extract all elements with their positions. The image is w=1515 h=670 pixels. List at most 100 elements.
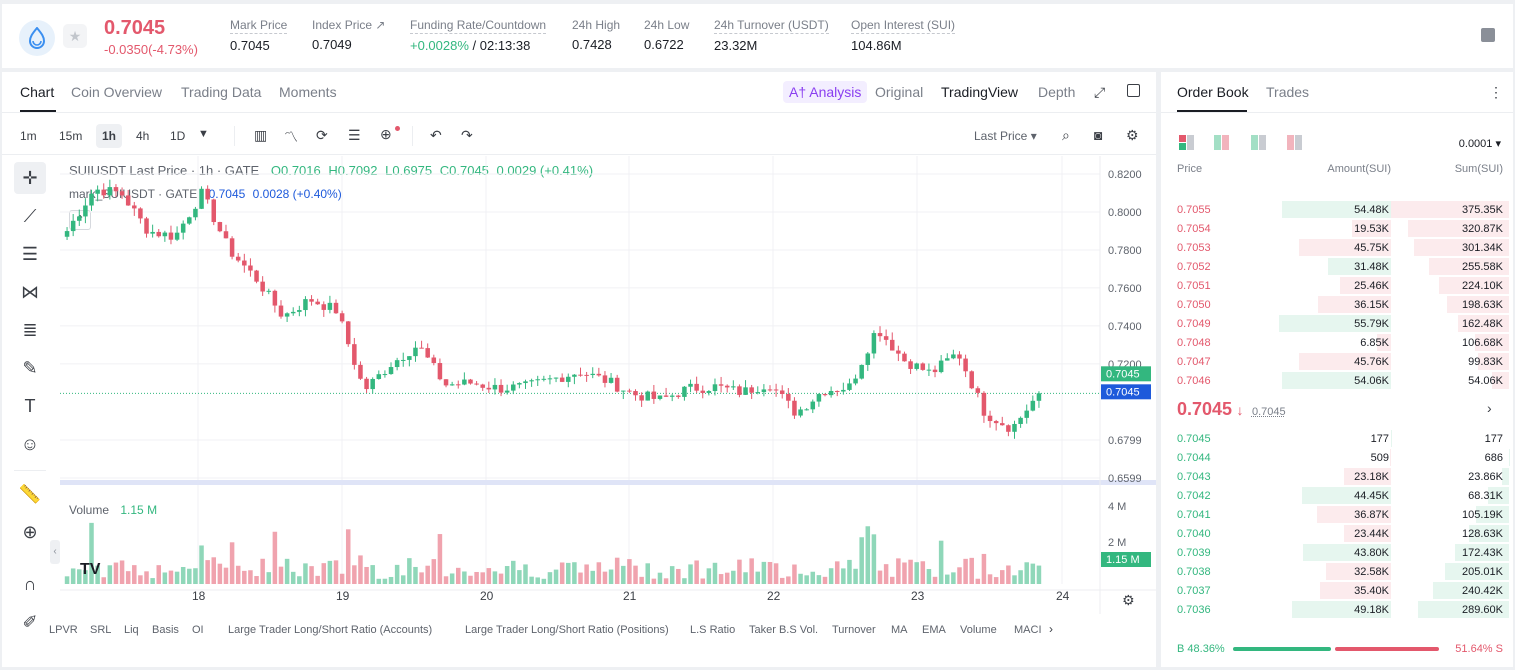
price-type-select[interactable]: Last Price ▾: [974, 129, 1037, 143]
tab-order-book[interactable]: Order Book: [1177, 84, 1249, 100]
analysis-button[interactable]: A† Analysis: [783, 81, 868, 103]
indicator-taker-b-s-vol-[interactable]: Taker B.S Vol.: [749, 624, 819, 636]
candle-type-icon[interactable]: ▥: [254, 127, 268, 143]
more-menu-icon[interactable]: ⋮: [1489, 84, 1503, 100]
indicator-large-trader-long-short-ratio-accounts-[interactable]: Large Trader Long/Short Ratio (Accounts): [228, 624, 433, 636]
indicator-ema[interactable]: EMA: [922, 624, 946, 636]
timeframe-1h[interactable]: 1h: [96, 124, 123, 148]
window-icon[interactable]: [1127, 84, 1140, 97]
templates-icon[interactable]: ☰: [348, 127, 361, 143]
precision-select[interactable]: 0.0001 ▾: [1458, 138, 1501, 150]
ruler-tool-icon[interactable]: 📏: [18, 483, 42, 504]
scroll-indicators-icon[interactable]: ›: [1049, 622, 1053, 636]
tab-trading-data[interactable]: Trading Data: [181, 84, 262, 100]
add-indicator-icon[interactable]: ⊕: [380, 126, 392, 142]
ask-row[interactable]: 0.7049 55.79K 162.48K: [1161, 314, 1513, 333]
collapse-toolbar-handle[interactable]: ‹: [50, 540, 60, 564]
bid-row[interactable]: 0.7039 43.80K 172.43K: [1161, 543, 1513, 562]
guide-book-icon[interactable]: [1481, 28, 1495, 42]
mid-price-row[interactable]: 0.7045 ↓ 0.7045: [1177, 399, 1286, 420]
chevron-right-icon[interactable]: ›: [1487, 400, 1492, 416]
expand-icon[interactable]: ⤢: [1094, 84, 1106, 100]
brush-tool-icon[interactable]: ✎: [22, 357, 38, 378]
indicator-turnover[interactable]: Turnover: [832, 624, 876, 636]
price-tick-label: 0.6599: [1108, 473, 1142, 485]
layout-bids-only-icon[interactable]: [1251, 135, 1267, 150]
candlestick-chart[interactable]: 0.82000.80000.78000.76000.74000.72000.67…: [60, 156, 1156, 614]
funding-rate-stat[interactable]: Funding Rate/Countdown +0.0028% / 02:13:…: [410, 18, 547, 53]
pane-separator: [60, 480, 1156, 485]
tab-chart[interactable]: Chart: [20, 84, 55, 100]
indicator-oi[interactable]: OI: [192, 624, 204, 636]
ask-row[interactable]: 0.7052 31.48K 255.58K: [1161, 257, 1513, 276]
ask-row[interactable]: 0.7046 54.06K 54.06K: [1161, 371, 1513, 390]
favorite-star-icon[interactable]: ★: [63, 24, 87, 48]
view-depth[interactable]: Depth: [1038, 84, 1076, 100]
layout-asks-bids-icon[interactable]: [1214, 135, 1230, 150]
indicator-srl[interactable]: SRL: [90, 624, 112, 636]
pattern-tool-icon[interactable]: ⋈: [21, 281, 39, 302]
candle-body: [504, 390, 510, 393]
ask-row[interactable]: 0.7055 54.48K 375.35K: [1161, 200, 1513, 219]
emoji-tool-icon[interactable]: ☺: [20, 433, 40, 454]
tab-moments[interactable]: Moments: [279, 84, 337, 100]
timeframe-1d[interactable]: 1D: [170, 129, 186, 143]
indicators-icon[interactable]: 〽: [284, 129, 298, 145]
camera-icon[interactable]: ◙: [1094, 127, 1103, 143]
horizontal-lines-tool-icon[interactable]: ☰: [21, 243, 39, 264]
indicator-volume[interactable]: Volume: [960, 624, 997, 636]
settings-gear-icon[interactable]: ⚙: [1126, 127, 1139, 143]
bid-row[interactable]: 0.7038 32.58K 205.01K: [1161, 562, 1513, 581]
bid-row[interactable]: 0.7037 35.40K 240.42K: [1161, 581, 1513, 600]
volume-bar: [908, 559, 913, 584]
search-icon[interactable]: ⌕: [1062, 127, 1070, 143]
index-price-stat[interactable]: Index Price ↗ 0.7049: [312, 18, 385, 52]
order-price: 0.7051: [1177, 280, 1211, 292]
crosshair-tool-icon[interactable]: ✛: [14, 162, 46, 194]
redo-icon[interactable]: ↷: [461, 127, 473, 143]
layout-asks-only-icon[interactable]: [1287, 135, 1303, 150]
mark-price-stat[interactable]: Mark Price 0.7045: [230, 18, 288, 53]
bid-row[interactable]: 0.7044 509 686: [1161, 448, 1513, 467]
indicator-liq[interactable]: Liq: [124, 624, 139, 636]
undo-icon[interactable]: ↶: [430, 127, 442, 143]
candle-body: [938, 360, 944, 373]
open-interest-stat[interactable]: Open Interest (SUI) 104.86M: [851, 18, 956, 53]
timeframe-4h[interactable]: 4h: [136, 129, 150, 143]
tab-trades[interactable]: Trades: [1266, 84, 1310, 100]
bid-row[interactable]: 0.7043 23.18K 23.86K: [1161, 467, 1513, 486]
candle-body: [278, 305, 284, 317]
indicator-lpvr[interactable]: LPVR: [49, 624, 78, 636]
layout-both-icon[interactable]: [1179, 135, 1195, 150]
indicator-large-trader-long-short-ratio-positions-[interactable]: Large Trader Long/Short Ratio (Positions…: [465, 624, 669, 636]
timeframe-15m[interactable]: 15m: [59, 129, 83, 143]
bid-row[interactable]: 0.7041 36.87K 105.19K: [1161, 505, 1513, 524]
indicator-basis[interactable]: Basis: [152, 624, 179, 636]
ask-row[interactable]: 0.7047 45.76K 99.83K: [1161, 352, 1513, 371]
text-tool-icon[interactable]: T: [24, 395, 36, 416]
trend-line-tool-icon[interactable]: ⟋: [23, 205, 37, 226]
ask-row[interactable]: 0.7053 45.75K 301.34K: [1161, 238, 1513, 257]
ask-row[interactable]: 0.7048 6.85K 106.68K: [1161, 333, 1513, 352]
bid-row[interactable]: 0.7036 49.18K 289.60K: [1161, 600, 1513, 619]
bid-row[interactable]: 0.7040 23.44K 128.63K: [1161, 524, 1513, 543]
bid-row[interactable]: 0.7042 44.45K 68.31K: [1161, 486, 1513, 505]
fib-tool-icon[interactable]: ≣: [22, 319, 38, 340]
view-original[interactable]: Original: [875, 84, 924, 100]
replay-icon[interactable]: ⟳: [316, 127, 328, 143]
turnover-24h-stat[interactable]: 24h Turnover (USDT) 23.32M: [714, 18, 829, 53]
lock-draw-tool-icon[interactable]: ✐: [22, 611, 38, 632]
tab-coin-overview[interactable]: Coin Overview: [71, 84, 163, 100]
indicator-l-s-ratio[interactable]: L.S Ratio: [690, 624, 736, 636]
ask-row[interactable]: 0.7054 19.53K 320.87K: [1161, 219, 1513, 238]
indicator-maci[interactable]: MACI: [1014, 624, 1042, 636]
timeframe-dropdown-icon[interactable]: ▼: [198, 128, 209, 140]
view-tradingview[interactable]: TradingView: [941, 84, 1019, 100]
timeframe-1m[interactable]: 1m: [20, 129, 37, 143]
ask-row[interactable]: 0.7051 25.46K 224.10K: [1161, 276, 1513, 295]
magnet-tool-icon[interactable]: ∩: [23, 573, 37, 594]
indicator-ma[interactable]: MA: [891, 624, 908, 636]
bid-row[interactable]: 0.7045 177 177: [1161, 429, 1513, 448]
zoom-in-tool-icon[interactable]: ⊕: [22, 521, 38, 542]
ask-row[interactable]: 0.7050 36.15K 198.63K: [1161, 295, 1513, 314]
